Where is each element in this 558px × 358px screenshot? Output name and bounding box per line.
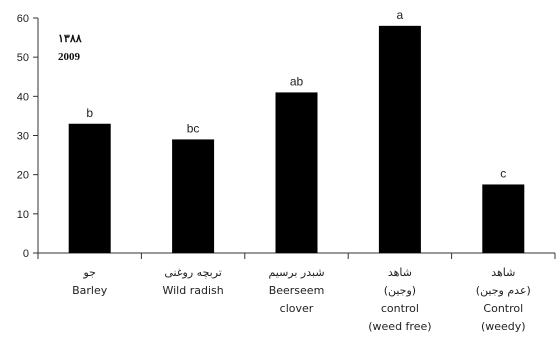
x-tick-label: clover [280,302,314,315]
bar [482,184,525,253]
annotation-label: 2009 [58,51,81,63]
x-tick-label: شبدر برسیم [268,266,324,279]
data-label: c [500,166,506,180]
x-tick-label: (weed free) [368,320,431,333]
x-tick-label: (عدم وجین) [476,284,531,297]
data-label: a [397,8,404,22]
data-label: bc [187,121,200,135]
x-tick-label: جو [82,266,95,279]
y-tick-label: 50 [17,52,29,64]
y-axis: 0 10 20 30 40 50 60 [17,13,39,260]
data-label: ab [290,74,304,88]
x-tick-label: Control [483,302,523,315]
x-tick-label: تربچه روغنی [164,266,222,279]
data-label: b [86,106,93,120]
y-tick-label: 10 [17,209,29,221]
bar [172,139,215,253]
x-tick-label: شاهد [491,266,515,279]
annotations: ۱۳۸۸ 2009 [58,33,82,63]
bar [68,123,111,253]
annotation-label: ۱۳۸۸ [58,33,82,45]
bars [68,25,525,254]
y-tick-label: 0 [23,248,29,260]
bar [275,92,318,254]
y-tick-label: 30 [17,131,29,143]
x-axis [37,252,556,259]
y-tick-label: 20 [17,170,29,182]
category-labels: جو Barley تربچه روغنی Wild radish شبدر برسیم… [72,266,531,333]
x-tick-label: control [381,302,419,315]
y-tick-label: 60 [17,13,29,25]
significance-letters: b bc ab a c [86,8,506,181]
x-tick-label: Beerseem [269,284,325,297]
x-tick-label: شاهد [388,266,412,279]
x-tick-label: Barley [72,284,108,297]
x-tick-label: (weedy) [481,320,526,333]
bar [378,25,421,254]
y-tick-label: 40 [17,91,29,103]
x-tick-label: (وجین) [384,284,416,297]
x-tick-label: Wild radish [162,284,223,297]
